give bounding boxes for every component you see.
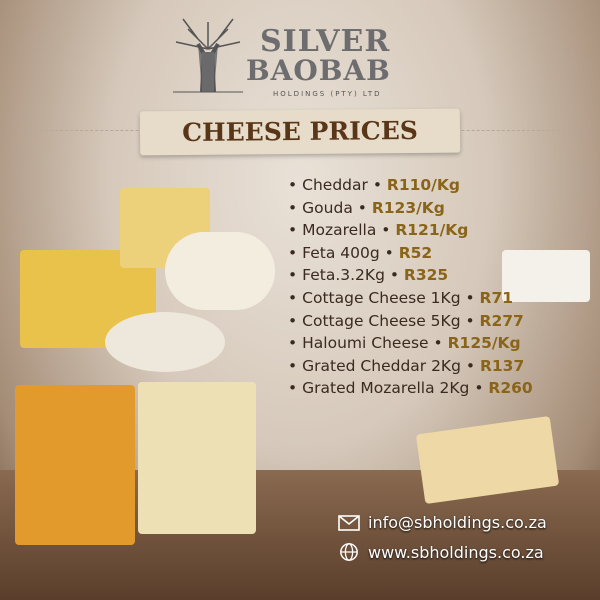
price-list: • Cheddar • R110/Kg • Gouda • R123/Kg • Moz… — [288, 174, 533, 400]
price-item: • Mozarella • R121/Kg — [288, 221, 469, 240]
baobab-tree-icon — [173, 18, 243, 93]
title-banner: CHEESE PRICES — [139, 108, 461, 156]
price-item: • Cottage Cheese 1Kg • R71 — [288, 288, 514, 307]
feta-image — [502, 250, 590, 302]
grated-cheddar-bag-image — [15, 385, 135, 545]
email-contact[interactable]: info@sbholdings.co.za — [338, 513, 547, 532]
envelope-icon — [338, 514, 360, 531]
price-item: • Cottage Cheese 5Kg • R277 — [288, 311, 524, 330]
page-title: CHEESE PRICES — [182, 115, 418, 148]
logo: SILVER BAOBAB HOLDINGS (PTY) LTD — [168, 14, 428, 104]
cottage-cheese-bowl-image — [105, 312, 225, 372]
website-contact[interactable]: www.sbholdings.co.za — [338, 542, 544, 562]
website-text[interactable]: www.sbholdings.co.za — [368, 542, 544, 562]
price-item: • Gouda • R123/Kg — [288, 198, 445, 217]
globe-icon — [340, 543, 358, 561]
brand-name-line1: SILVER — [260, 24, 391, 59]
price-item: • Cheddar • R110/Kg — [288, 176, 460, 194]
price-item: • Grated Mozarella 2Kg • R260 — [288, 379, 533, 398]
email-text[interactable]: info@sbholdings.co.za — [368, 513, 547, 532]
price-item: • Haloumi Cheese • R125/Kg — [288, 334, 521, 353]
price-item: • Grated Cheddar 2Kg • R137 — [288, 356, 525, 375]
brand-name-line2: BAOBAB — [246, 54, 391, 87]
price-item: • Feta 400g • R52 — [288, 243, 433, 262]
grated-mozzarella-bag-image — [138, 382, 256, 534]
brand-subtitle: HOLDINGS (PTY) LTD — [273, 90, 382, 98]
price-item: • Feta.3.2Kg • R325 — [288, 266, 449, 285]
mozzarella-image — [165, 232, 275, 310]
